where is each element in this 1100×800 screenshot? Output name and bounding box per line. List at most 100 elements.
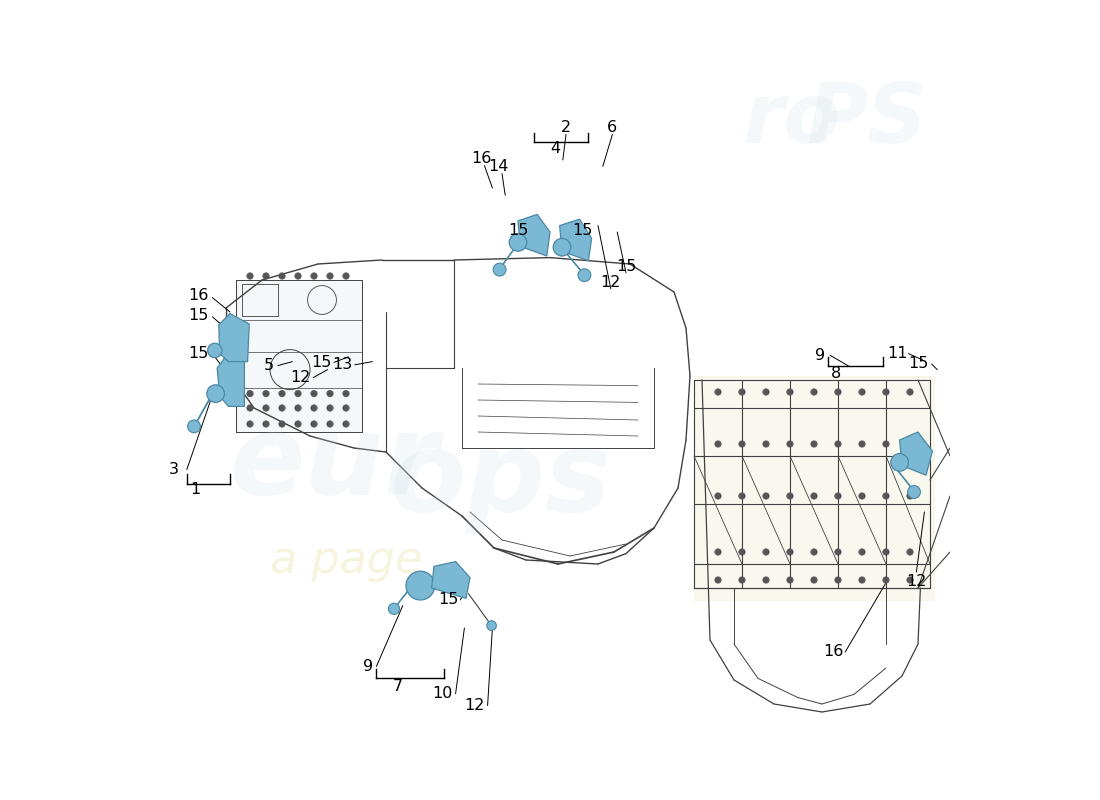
Text: ops: ops <box>390 426 612 534</box>
Text: 9: 9 <box>363 659 373 674</box>
Text: eur: eur <box>230 410 439 518</box>
Circle shape <box>295 421 301 427</box>
Circle shape <box>295 390 301 397</box>
Text: 15: 15 <box>438 593 459 607</box>
Circle shape <box>208 343 222 358</box>
Text: 15: 15 <box>572 223 592 238</box>
Circle shape <box>311 405 317 411</box>
Circle shape <box>811 577 817 583</box>
Circle shape <box>786 493 793 499</box>
Text: 4: 4 <box>550 142 561 156</box>
Circle shape <box>859 441 866 447</box>
Circle shape <box>891 454 909 471</box>
Circle shape <box>906 389 913 395</box>
Circle shape <box>762 389 769 395</box>
Text: 13: 13 <box>332 358 352 372</box>
Polygon shape <box>694 376 934 600</box>
Circle shape <box>343 273 349 279</box>
Text: 10: 10 <box>432 686 453 701</box>
Text: 15: 15 <box>616 259 636 274</box>
Circle shape <box>811 493 817 499</box>
Circle shape <box>859 549 866 555</box>
Circle shape <box>906 577 913 583</box>
Circle shape <box>311 273 317 279</box>
Circle shape <box>786 389 793 395</box>
Circle shape <box>906 549 913 555</box>
Circle shape <box>715 493 722 499</box>
Circle shape <box>207 385 224 402</box>
Text: 16: 16 <box>188 289 208 303</box>
Text: 2: 2 <box>561 121 571 135</box>
Text: 6: 6 <box>607 121 617 135</box>
Circle shape <box>327 390 333 397</box>
Circle shape <box>343 421 349 427</box>
Circle shape <box>327 273 333 279</box>
Circle shape <box>493 263 506 276</box>
Circle shape <box>908 486 921 498</box>
Circle shape <box>883 577 889 583</box>
Circle shape <box>327 405 333 411</box>
Circle shape <box>343 405 349 411</box>
Circle shape <box>246 421 253 427</box>
Circle shape <box>715 441 722 447</box>
Circle shape <box>835 577 842 583</box>
Circle shape <box>883 549 889 555</box>
Circle shape <box>487 621 496 630</box>
Circle shape <box>311 390 317 397</box>
Circle shape <box>311 421 317 427</box>
Circle shape <box>278 273 285 279</box>
Circle shape <box>906 493 913 499</box>
Circle shape <box>883 493 889 499</box>
Circle shape <box>278 421 285 427</box>
Text: 11: 11 <box>887 346 907 361</box>
Circle shape <box>835 389 842 395</box>
Text: 15: 15 <box>909 357 929 371</box>
Circle shape <box>263 421 270 427</box>
Circle shape <box>263 273 270 279</box>
Text: 12: 12 <box>290 370 310 385</box>
Circle shape <box>859 389 866 395</box>
Circle shape <box>786 577 793 583</box>
Text: 9: 9 <box>815 348 825 362</box>
Polygon shape <box>518 214 550 256</box>
Circle shape <box>246 273 253 279</box>
Circle shape <box>295 405 301 411</box>
Text: 16: 16 <box>471 151 492 166</box>
Circle shape <box>811 549 817 555</box>
Circle shape <box>906 441 913 447</box>
Circle shape <box>406 571 434 600</box>
Circle shape <box>859 577 866 583</box>
Text: 12: 12 <box>601 275 621 290</box>
Circle shape <box>327 421 333 427</box>
Circle shape <box>578 269 591 282</box>
Text: 1: 1 <box>190 482 200 497</box>
Circle shape <box>739 549 745 555</box>
Text: PS: PS <box>806 79 927 161</box>
Polygon shape <box>235 280 362 432</box>
Circle shape <box>835 549 842 555</box>
Text: 3: 3 <box>169 462 179 477</box>
Circle shape <box>883 441 889 447</box>
Circle shape <box>739 389 745 395</box>
Circle shape <box>188 420 200 433</box>
Circle shape <box>762 441 769 447</box>
Circle shape <box>715 577 722 583</box>
Circle shape <box>786 441 793 447</box>
Circle shape <box>295 273 301 279</box>
Polygon shape <box>560 219 592 261</box>
Text: 15: 15 <box>508 223 528 238</box>
Text: a page: a page <box>270 538 422 582</box>
Text: 8: 8 <box>832 366 842 381</box>
Text: ro: ro <box>742 79 840 161</box>
Text: 15: 15 <box>311 355 331 370</box>
Text: 12: 12 <box>464 698 485 713</box>
Polygon shape <box>219 314 250 362</box>
Circle shape <box>246 405 253 411</box>
Polygon shape <box>431 562 470 598</box>
Circle shape <box>811 441 817 447</box>
Circle shape <box>278 405 285 411</box>
Circle shape <box>762 493 769 499</box>
Text: 5: 5 <box>263 358 274 373</box>
Circle shape <box>835 493 842 499</box>
Text: 16: 16 <box>823 645 844 659</box>
